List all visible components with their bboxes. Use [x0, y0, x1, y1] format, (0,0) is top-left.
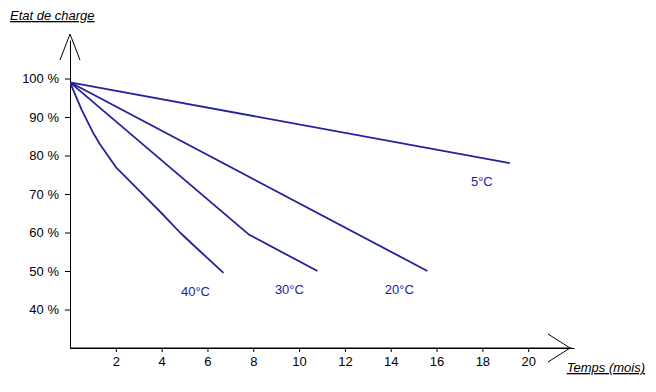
y-axis-title: Etat de charge — [10, 8, 95, 23]
x-tick-label: 2 — [113, 354, 120, 369]
series-line — [70, 82, 317, 271]
y-tick-label: 80 % — [29, 148, 59, 163]
x-tick-mark — [162, 348, 163, 352]
x-tick: 10 — [292, 348, 306, 369]
y-tick-mark — [65, 79, 70, 80]
x-tick-mark — [437, 348, 438, 352]
x-tick: 2 — [113, 348, 120, 369]
chart: 40 % 50 % 60 % 70 % 80 % 90 % 100 % 2 4 6 8 10 12 14 1… — [0, 0, 656, 392]
y-tick-mark — [65, 310, 70, 311]
x-tick-mark — [299, 348, 300, 352]
y-axis-line — [70, 41, 71, 349]
series-label: 20°C — [385, 282, 414, 297]
x-axis-extension — [70, 348, 572, 349]
x-tick-mark — [345, 348, 346, 352]
x-axis: 2 4 6 8 10 12 14 16 18 20 — [71, 348, 575, 369]
x-tick: 20 — [521, 348, 535, 369]
series-label: 40°C — [181, 284, 210, 299]
y-tick-mark — [65, 271, 70, 272]
x-tick-mark — [528, 348, 529, 352]
x-tick-label: 8 — [250, 354, 257, 369]
x-tick-label: 14 — [384, 354, 398, 369]
x-tick-mark — [116, 348, 117, 352]
x-tick: 6 — [204, 348, 211, 369]
x-tick-mark — [482, 348, 483, 352]
y-tick-mark — [65, 156, 70, 157]
y-tick-mark — [65, 117, 70, 118]
y-tick-label: 70 % — [29, 187, 59, 202]
x-tick-label: 10 — [292, 354, 306, 369]
series-line — [70, 82, 510, 163]
y-tick-label: 60 % — [29, 225, 59, 240]
x-tick-label: 4 — [159, 354, 166, 369]
y-tick: 100 % — [22, 71, 70, 86]
x-tick: 4 — [159, 348, 166, 369]
x-tick-mark — [391, 348, 392, 352]
y-tick: 50 % — [29, 264, 70, 279]
x-tick: 16 — [430, 348, 444, 369]
x-tick-label: 18 — [476, 354, 490, 369]
series-label: 30°C — [275, 282, 304, 297]
y-tick-label: 50 % — [29, 264, 59, 279]
y-tick: 60 % — [29, 225, 70, 240]
x-tick: 12 — [338, 348, 352, 369]
x-axis-arrow — [548, 334, 570, 362]
x-tick-mark — [207, 348, 208, 352]
y-tick-label: 90 % — [29, 110, 59, 125]
plot-area — [70, 82, 510, 273]
y-tick: 90 % — [29, 110, 70, 125]
y-tick: 40 % — [29, 302, 70, 317]
y-tick: 70 % — [29, 187, 70, 202]
y-axis-arrow — [60, 34, 80, 60]
series-labels: 5°C 20°C 30°C 40°C — [181, 174, 493, 299]
x-axis-title: Temps (mois) — [567, 360, 645, 375]
series-line — [70, 82, 427, 271]
x-tick: 14 — [384, 348, 398, 369]
x-tick: 18 — [476, 348, 490, 369]
y-tick-mark — [65, 194, 70, 195]
series-line — [70, 82, 223, 273]
x-axis-line — [71, 348, 575, 349]
x-tick: 8 — [250, 348, 257, 369]
y-axis: 40 % 50 % 60 % 70 % 80 % 90 % 100 % — [22, 41, 70, 349]
x-tick-label: 16 — [430, 354, 444, 369]
series-label: 5°C — [471, 174, 493, 189]
y-tick-mark — [65, 233, 70, 234]
y-tick: 80 % — [29, 148, 70, 163]
x-tick-label: 6 — [204, 354, 211, 369]
y-tick-label: 40 % — [29, 302, 59, 317]
x-tick-label: 12 — [338, 354, 352, 369]
x-tick-label: 20 — [521, 354, 535, 369]
y-tick-label: 100 % — [22, 71, 59, 86]
x-tick-mark — [253, 348, 254, 352]
